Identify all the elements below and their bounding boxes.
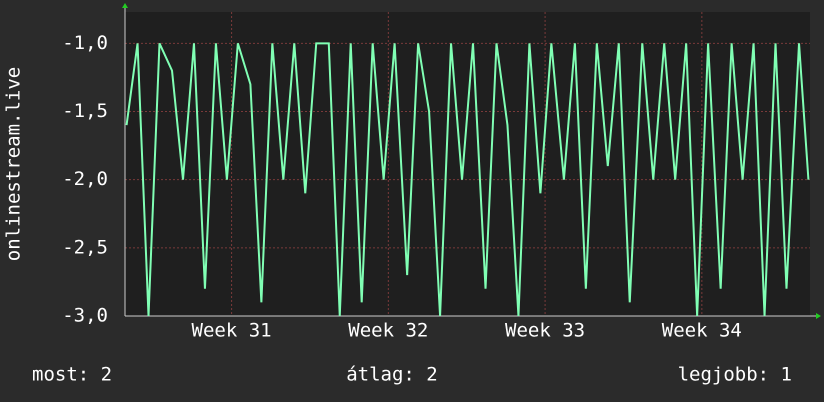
x-tick-label: Week 33 (505, 320, 585, 342)
y-tick-label: -2,5 (62, 236, 108, 258)
y-tick-label: -1,5 (62, 100, 108, 122)
data-line (125, 42, 810, 317)
y-tick-label: -3,0 (62, 305, 108, 327)
x-tick-label: Week 34 (662, 320, 742, 342)
footer-average: átlag: 2 (346, 364, 438, 386)
y-axis-arrow (122, 3, 128, 8)
footer-best: legjobb: 1 (678, 364, 792, 386)
x-tick-label: Week 32 (348, 320, 428, 342)
footer-current: most: 2 (32, 364, 112, 386)
y-axis-label: onlinestream.live (3, 67, 25, 261)
x-axis-arrow (816, 313, 821, 319)
x-tick-label: Week 31 (192, 320, 272, 342)
y-tick-label: -2,0 (62, 168, 108, 190)
y-tick-label: -1,0 (62, 32, 108, 54)
